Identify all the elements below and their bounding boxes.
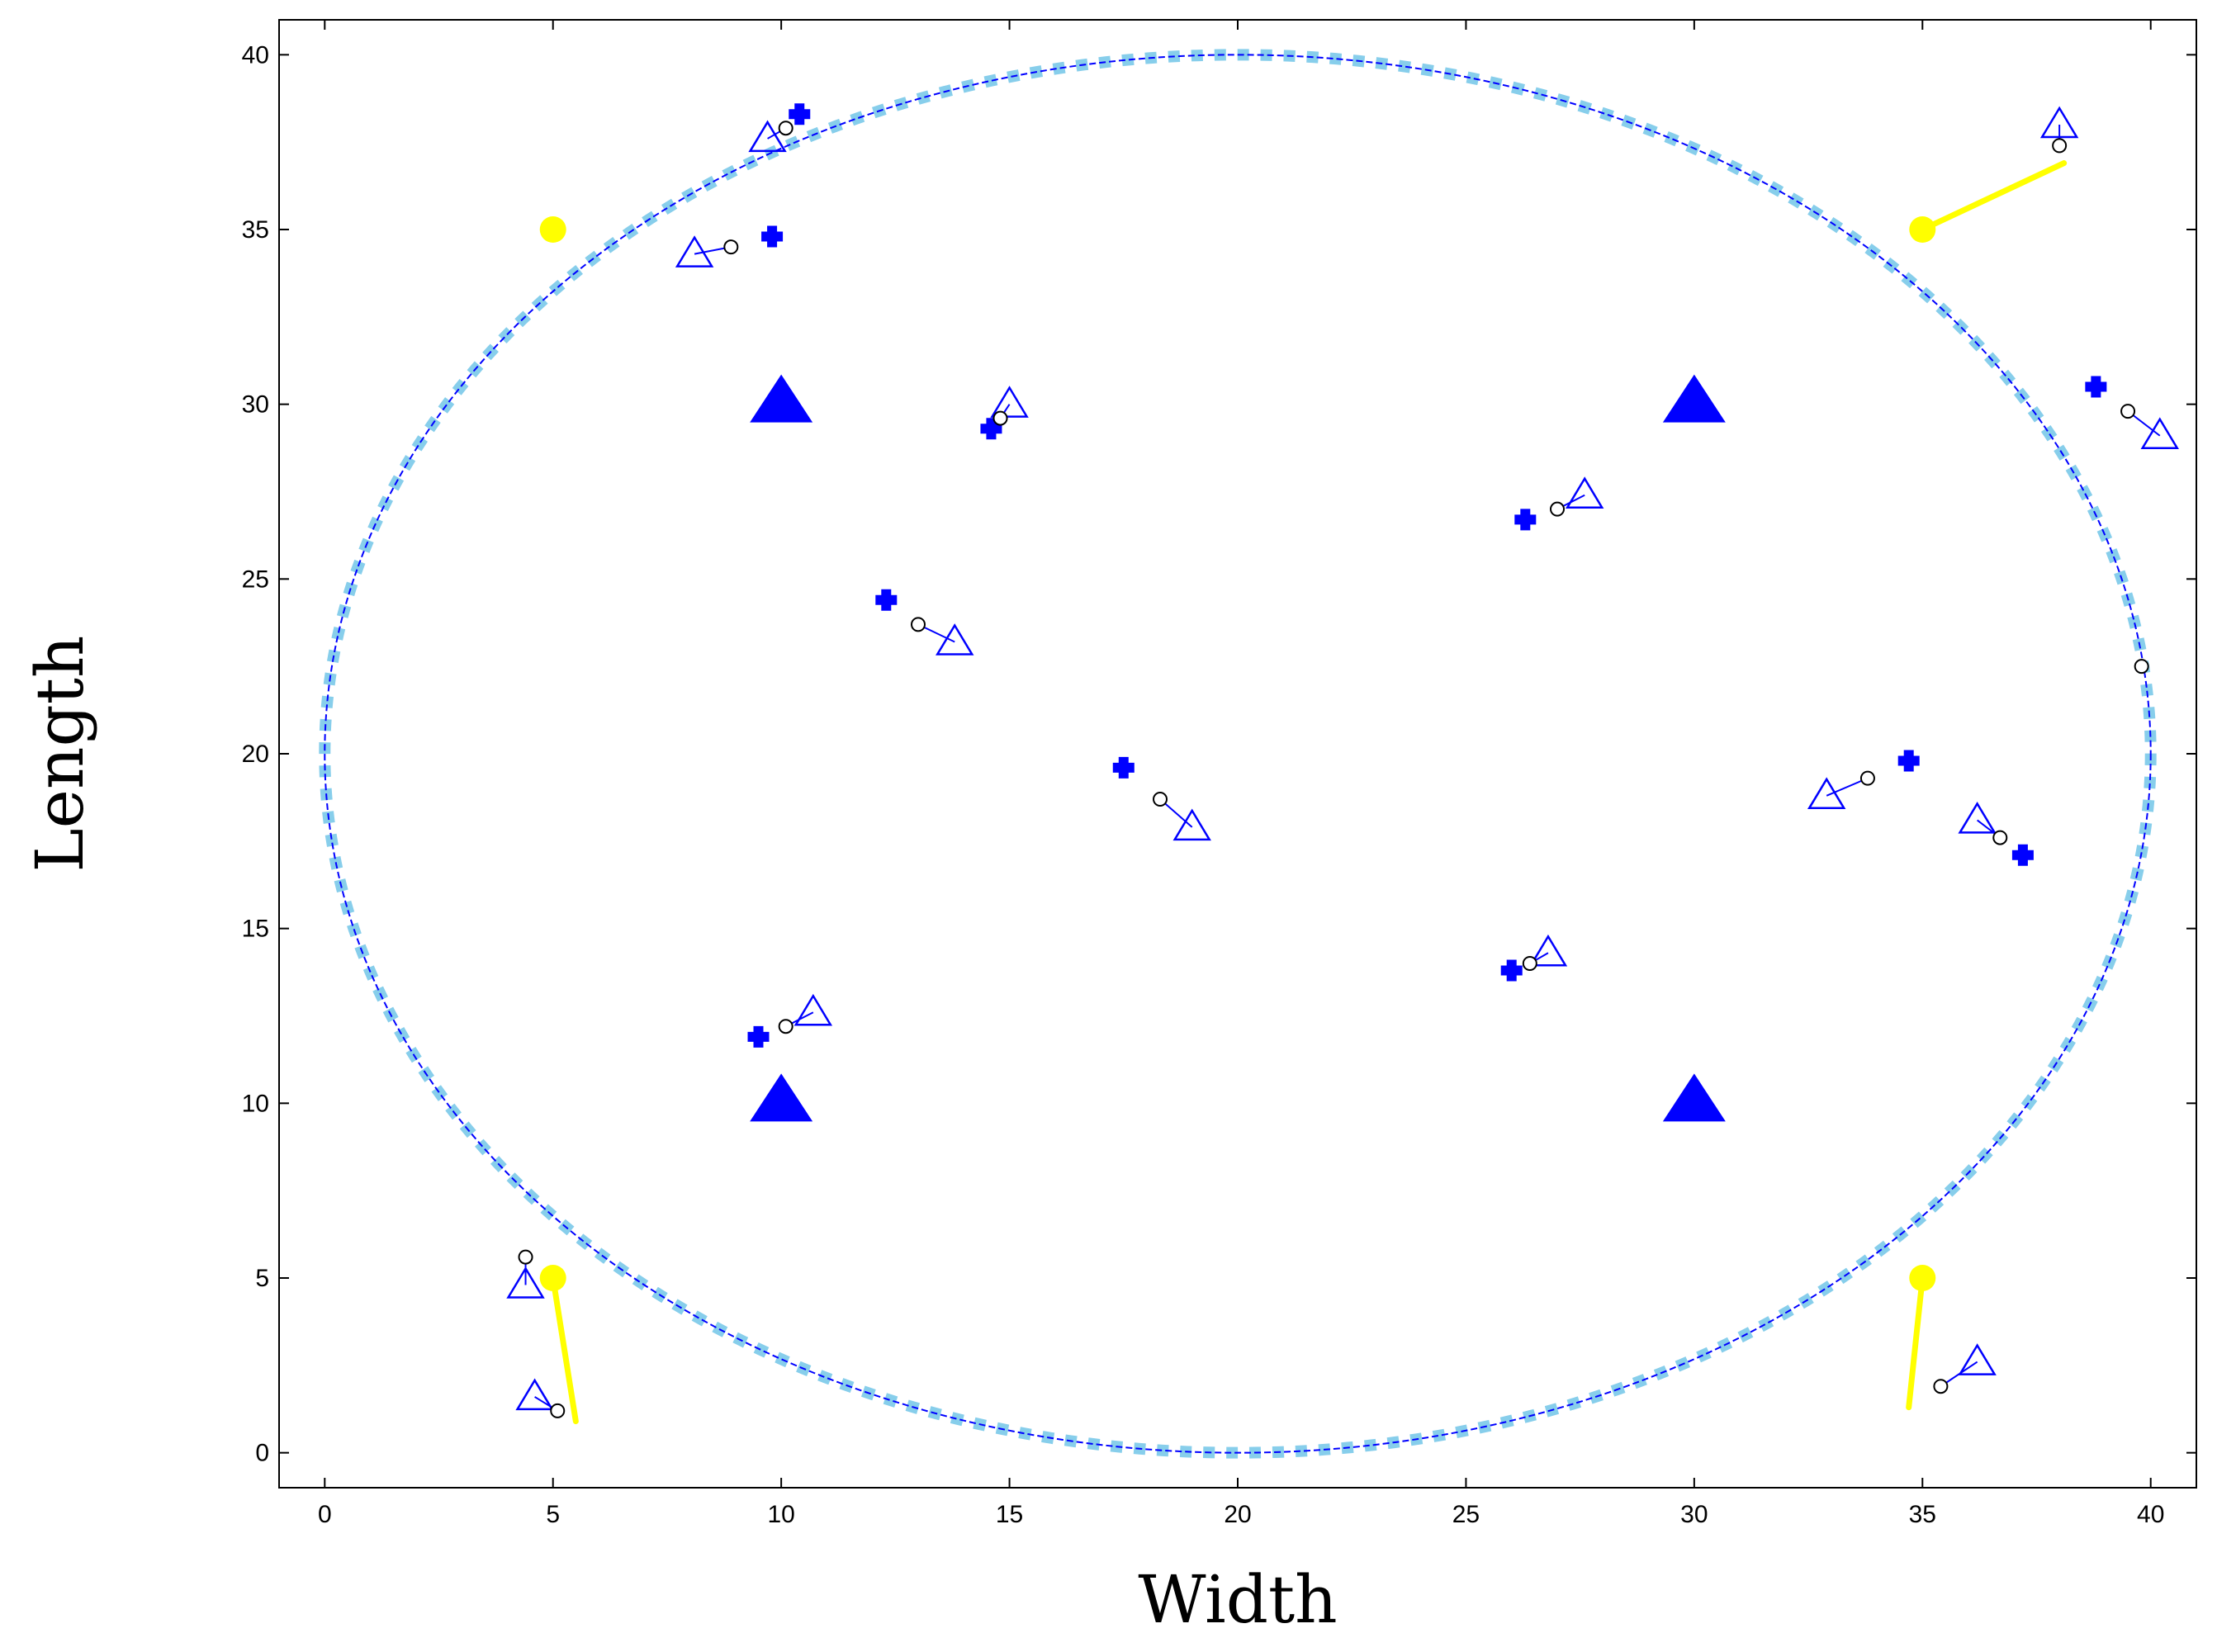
track-circle-marker [992,410,1008,426]
y-tick-label: 5 [255,1265,269,1292]
track-triangle-marker [1172,808,1211,841]
track-circle-marker [1992,830,2008,845]
track-circle-marker [518,1249,533,1265]
x-tick-label: 0 [318,1501,332,1528]
track-cross-marker [875,589,898,611]
y-axis-label: Length [21,636,98,873]
yellow-segment [1919,160,2068,233]
track-triangle-marker [1807,777,1846,810]
track-cross-marker [2011,844,2034,866]
x-tick-label: 40 [2137,1501,2164,1528]
track-cross-marker [2085,376,2107,398]
y-tick-label: 20 [242,741,269,768]
y-tick-label: 30 [242,391,269,419]
x-tick-label: 20 [1224,1501,1251,1528]
track-triangle-marker [1958,1343,1997,1375]
track-circle-marker [1153,792,1168,807]
track-circle-marker [778,1019,793,1034]
track-triangle-marker [936,623,974,656]
x-tick-label: 30 [1680,1501,1708,1528]
track-circle-marker [1522,956,1537,971]
yellow-nodes [539,160,2068,1425]
ellipse-markers [319,49,2157,1459]
yellow-segment [1906,1275,1926,1411]
track-circle-marker [2120,404,2136,419]
y-tick-label: 25 [242,566,269,593]
track-triangle-marker [1565,476,1604,509]
x-tick-label: 10 [767,1501,794,1528]
y-tick-label: 40 [242,41,269,69]
filled-triangles [750,374,1726,1122]
x-tick-label: 25 [1452,1501,1480,1528]
track-circle-marker [2134,659,2149,675]
track-circle-marker [550,1403,566,1418]
boundary-ellipse [319,49,2157,1459]
track-cross-marker [1112,756,1135,779]
track-triangle-marker [2140,417,2179,450]
track-triangle-marker [515,1378,554,1411]
track-triangle-marker [990,386,1029,418]
track-triangle-marker [1528,934,1568,967]
yellow-node [1909,1265,1936,1291]
track-cross-marker [747,1025,770,1048]
yellow-node [539,1265,566,1291]
track-cross-marker [1500,959,1523,982]
track-line [1826,777,1869,797]
yellow-node [539,216,566,243]
track-triangle-marker [2039,106,2079,139]
x-tick-label: 35 [1909,1501,1936,1528]
ellipse-line [324,54,2152,1454]
x-axis-label: Width [1138,1561,1337,1638]
track-circle-marker [2052,138,2068,154]
track-circle-marker [911,617,926,632]
track-cross-marker [1897,750,1920,772]
track-cross-marker [980,418,1002,440]
track-cross-marker [761,225,784,248]
yellow-node [1909,216,1936,243]
track-cross-marker [1514,509,1537,531]
track-circle-marker [1933,1379,1949,1394]
filled-triangle-marker [1662,374,1726,423]
track-triangle-marker [1958,802,1997,834]
track-triangle-marker [793,993,833,1026]
target-tracks [506,103,2179,1418]
y-tick-label: 15 [242,916,269,943]
track-circle-marker [1550,501,1565,517]
track-triangle-marker [506,1266,545,1299]
yellow-segment [550,1275,579,1425]
axis-ticks: 0 5 10 15 20 25 30 35 40 0 5 10 15 20 25 30 35 40 [242,20,2196,1528]
x-tick-label: 15 [996,1501,1023,1528]
track-circle-marker [723,239,739,255]
filled-triangle-marker [1662,1073,1726,1122]
filled-triangle-marker [750,374,813,423]
track-circle-marker [778,121,793,136]
track-triangle-marker [748,120,787,153]
y-tick-label: 10 [242,1090,269,1117]
filled-triangle-marker [750,1073,813,1122]
y-tick-label: 35 [242,216,269,244]
x-tick-label: 5 [546,1501,560,1528]
track-triangle-marker [675,235,714,267]
track-cross-marker [789,103,811,125]
track-circle-marker [1859,770,1875,786]
y-tick-label: 0 [255,1440,269,1467]
